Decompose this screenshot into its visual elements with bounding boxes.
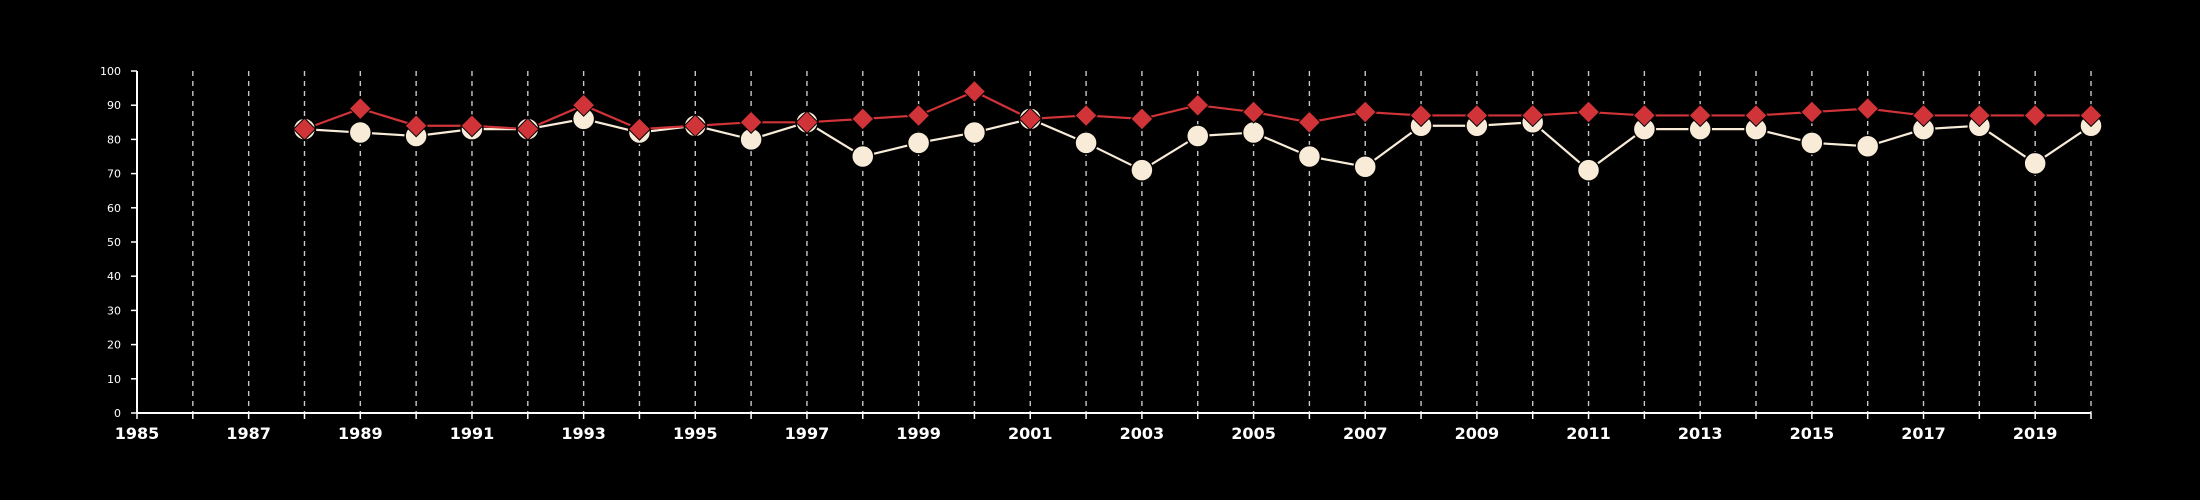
x-tick-label: 1997 (785, 424, 830, 443)
y-tick-label: 80 (107, 133, 121, 146)
data-point-diamond (2079, 103, 2103, 128)
data-point-diamond (627, 117, 652, 141)
data-point-diamond (1074, 103, 1098, 128)
axes: 1985 1987 1989 1991 1993 1995 1997 1999 2001 2003… (100, 65, 2092, 443)
x-tick-label: 2007 (1343, 424, 1388, 443)
data-point-diamond (1409, 103, 1433, 128)
y-tick-label: 10 (107, 373, 121, 386)
data-point-circle (1241, 120, 1266, 145)
data-point-diamond (1800, 100, 1824, 124)
data-point-diamond (571, 93, 596, 117)
data-point-diamond (962, 79, 987, 104)
data-point-diamond (1018, 107, 1042, 131)
data-point-diamond (1521, 103, 1545, 128)
x-tick-label: 1995 (673, 424, 718, 443)
y-tick-label: 60 (107, 202, 121, 215)
x-tick-label: 2005 (1231, 424, 1276, 443)
x-tick-label: 2015 (1790, 424, 1835, 443)
data-point-diamond (460, 114, 484, 138)
y-tick-label: 50 (107, 236, 121, 249)
data-point-circle (348, 120, 373, 145)
data-point-circle (1074, 131, 1098, 155)
y-tick-label: 20 (107, 339, 121, 352)
x-tick-label: 2003 (1120, 424, 1165, 443)
y-tick-label: 30 (107, 304, 121, 317)
data-point-circle (1855, 134, 1880, 158)
data-point-diamond (292, 117, 317, 141)
data-point-diamond (1855, 96, 1880, 121)
data-point-diamond (1911, 103, 1936, 128)
gridlines (192, 71, 2092, 413)
x-tick-label: 2013 (1678, 424, 1723, 443)
data-point-circle (2023, 151, 2047, 176)
y-tick-label: 0 (114, 407, 121, 420)
x-tick-label: 2001 (1008, 424, 1053, 443)
data-point-circle (851, 144, 875, 169)
data-point-diamond (404, 114, 428, 138)
data-point-diamond (1297, 110, 1322, 135)
data-point-circle (1576, 158, 1601, 182)
data-point-circle (1800, 131, 1824, 155)
data-point-diamond (1186, 93, 1210, 117)
data-point-diamond (1632, 103, 1657, 128)
y-tick-label: 90 (107, 99, 121, 112)
data-point-circle (1297, 144, 1322, 169)
x-tick-label: 1993 (561, 424, 606, 443)
x-tick-label: 2009 (1455, 424, 1500, 443)
x-tick-label: 1989 (338, 424, 383, 443)
x-tick-label: 1991 (450, 424, 495, 443)
data-point-diamond (1353, 100, 1377, 124)
data-point-diamond (516, 117, 540, 141)
data-point-diamond (906, 103, 931, 128)
data-point-diamond (1967, 103, 1992, 128)
x-tick-label: 1999 (896, 424, 941, 443)
data-point-diamond (1744, 103, 1768, 128)
data-point-diamond (1688, 103, 1712, 128)
x-tick-label: 2017 (1901, 424, 1946, 443)
x-tick-label: 1985 (115, 424, 160, 443)
data-point-diamond (1576, 100, 1601, 124)
x-tick-label: 2019 (2013, 424, 2058, 443)
series-markers (292, 79, 2103, 182)
data-point-circle (962, 120, 987, 145)
data-point-diamond (739, 110, 763, 135)
x-tick-label: 2011 (1566, 424, 1611, 443)
y-tick-label: 100 (100, 65, 121, 78)
data-point-circle (906, 131, 931, 155)
y-tick-label: 40 (107, 270, 121, 283)
x-tick-label: 1987 (226, 424, 271, 443)
data-point-diamond (1465, 103, 1489, 128)
data-point-circle (1130, 158, 1154, 182)
data-point-diamond (2023, 103, 2047, 128)
data-point-diamond (795, 110, 819, 135)
data-point-circle (1353, 155, 1377, 179)
y-tick-label: 70 (107, 168, 121, 181)
data-point-diamond (683, 114, 707, 138)
data-point-diamond (851, 107, 875, 131)
data-point-circle (1185, 124, 1210, 148)
data-point-diamond (348, 96, 373, 121)
data-point-diamond (1130, 107, 1154, 131)
data-point-diamond (1241, 100, 1266, 124)
